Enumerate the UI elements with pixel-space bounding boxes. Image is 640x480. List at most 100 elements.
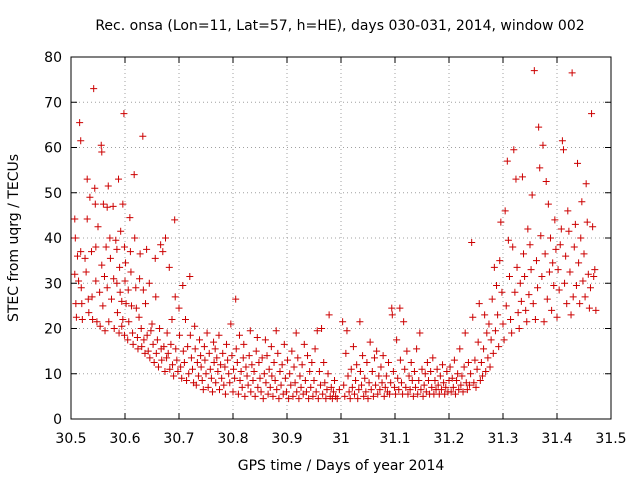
- data-point: [314, 395, 322, 403]
- data-point: [586, 284, 594, 292]
- data-point: [460, 363, 468, 371]
- data-point: [577, 234, 585, 242]
- data-point: [591, 266, 599, 274]
- y-tick-label: 60: [44, 141, 62, 157]
- data-point: [72, 300, 80, 308]
- data-point: [494, 311, 502, 319]
- data-point: [146, 354, 154, 362]
- data-point: [113, 309, 121, 317]
- data-point: [94, 223, 102, 231]
- data-point: [413, 345, 421, 353]
- data-point: [448, 374, 456, 382]
- data-point: [590, 272, 598, 280]
- data-point: [515, 325, 523, 332]
- data-point: [115, 175, 123, 183]
- data-point: [184, 343, 192, 351]
- data-point: [322, 395, 330, 403]
- data-point: [99, 302, 107, 310]
- y-tick-label: 20: [44, 322, 62, 338]
- data-point: [473, 365, 481, 373]
- data-point: [529, 300, 537, 308]
- data-point: [501, 207, 509, 215]
- data-point: [92, 277, 100, 285]
- data-point: [119, 200, 127, 208]
- data-point: [229, 388, 237, 396]
- y-tick-label: 10: [44, 367, 62, 383]
- y-tick-label: 50: [44, 186, 62, 202]
- data-point: [177, 363, 185, 371]
- data-point: [400, 318, 408, 326]
- data-point: [538, 272, 546, 280]
- data-point: [434, 381, 442, 389]
- data-point: [154, 363, 162, 371]
- data-point: [120, 110, 128, 118]
- data-point: [312, 388, 320, 396]
- data-point: [179, 282, 187, 290]
- data-point: [517, 297, 525, 305]
- data-point: [418, 365, 426, 373]
- data-point: [156, 325, 164, 332]
- data-point: [139, 132, 147, 140]
- data-point: [502, 302, 510, 310]
- data-point: [580, 250, 588, 258]
- data-point: [170, 372, 178, 380]
- data-point: [85, 309, 93, 317]
- data-point: [557, 225, 565, 233]
- data-point: [356, 318, 364, 326]
- data-point: [466, 381, 474, 389]
- data-point: [525, 291, 533, 299]
- data-point: [514, 309, 522, 317]
- data-point: [205, 349, 213, 357]
- data-point: [138, 343, 146, 351]
- data-point: [105, 318, 113, 326]
- data-point: [333, 395, 341, 403]
- data-point: [412, 383, 420, 391]
- data-point: [157, 241, 165, 249]
- data-point: [253, 334, 261, 342]
- data-point: [90, 85, 98, 93]
- x-tick-label: 30.6: [109, 431, 140, 447]
- data-point: [185, 370, 193, 378]
- data-point: [275, 395, 283, 403]
- data-point: [204, 383, 212, 391]
- data-point: [108, 295, 115, 303]
- data-point: [482, 367, 490, 375]
- data-point: [421, 370, 429, 378]
- data-point: [355, 386, 363, 394]
- data-point: [561, 279, 569, 287]
- data-point: [585, 304, 593, 312]
- data-point: [512, 175, 520, 183]
- data-point: [381, 383, 389, 391]
- data-point: [244, 381, 252, 389]
- data-point: [349, 343, 357, 351]
- data-point: [245, 352, 253, 360]
- data-point: [463, 386, 471, 394]
- data-point: [496, 257, 504, 265]
- data-point: [504, 236, 512, 244]
- data-point: [270, 358, 278, 366]
- data-point: [127, 302, 135, 310]
- data-point: [365, 379, 373, 387]
- data-point: [210, 338, 218, 346]
- data-point: [233, 358, 241, 366]
- data-point: [549, 259, 557, 267]
- data-point: [129, 329, 137, 337]
- data-point: [385, 358, 393, 366]
- data-point: [113, 245, 121, 253]
- data-point: [102, 243, 110, 251]
- data-point: [318, 325, 326, 332]
- data-point: [447, 388, 455, 396]
- data-point: [171, 216, 179, 224]
- data-point: [250, 367, 258, 375]
- data-point: [117, 227, 125, 235]
- data-point: [310, 377, 318, 385]
- data-point: [133, 334, 141, 342]
- data-point: [497, 218, 505, 226]
- data-point: [508, 329, 516, 337]
- data-point: [163, 329, 171, 337]
- data-point: [498, 288, 506, 296]
- data-point: [353, 361, 361, 369]
- data-point: [390, 383, 398, 391]
- data-point: [309, 392, 317, 400]
